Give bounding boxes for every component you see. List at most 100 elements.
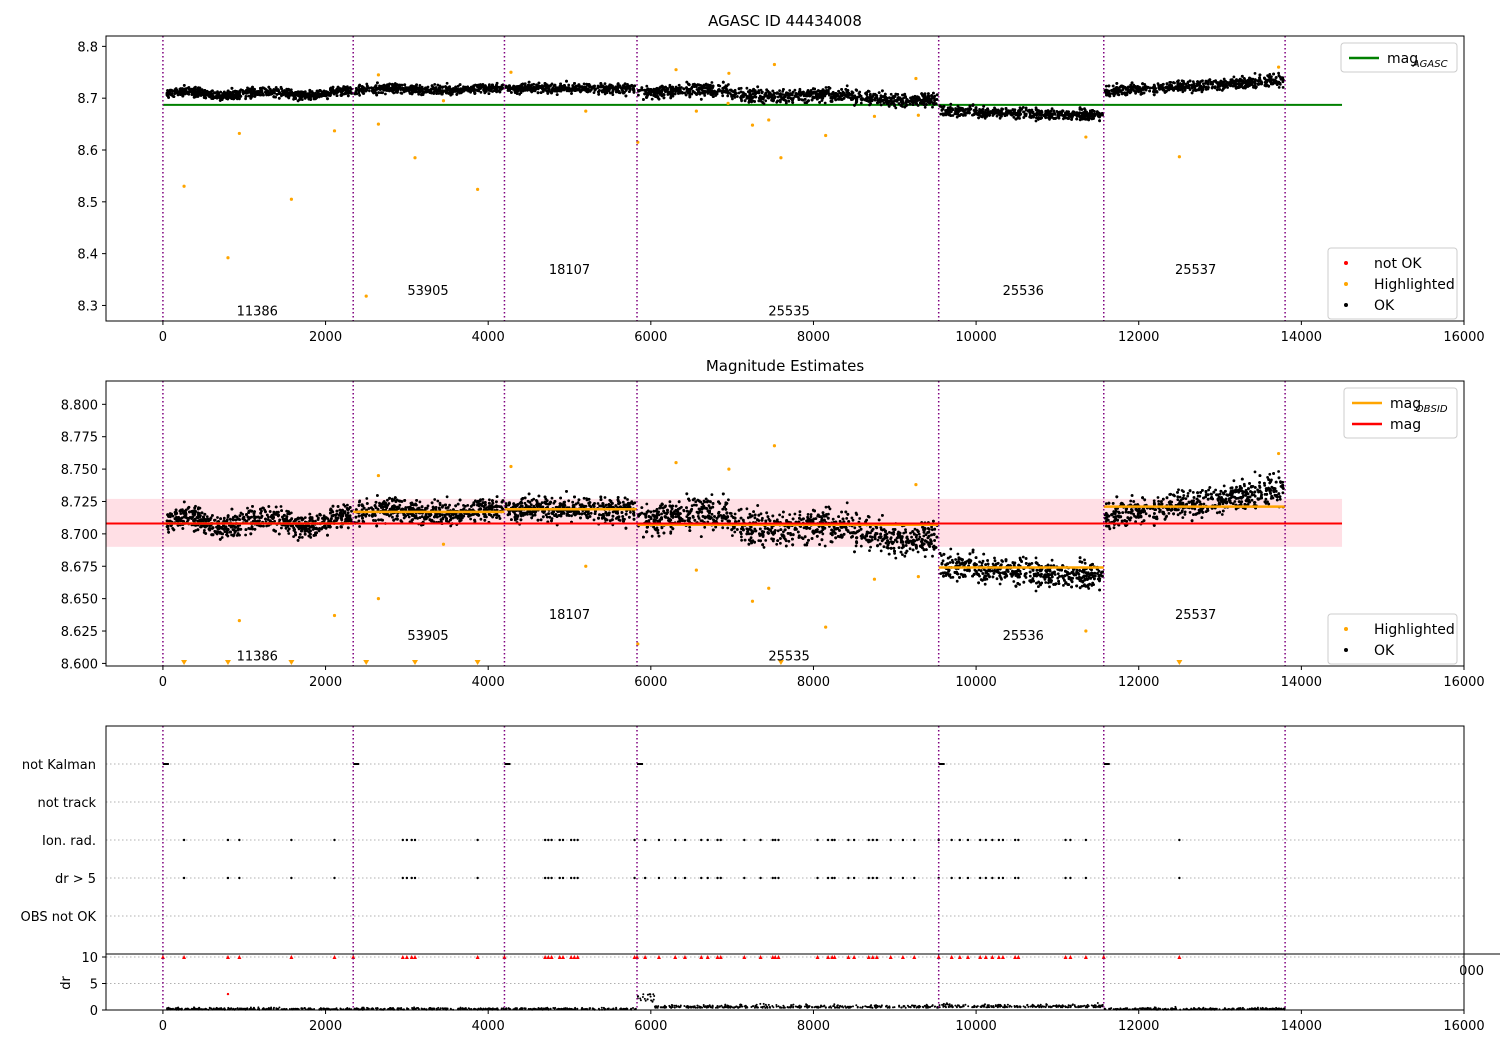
ok-point [377,91,381,94]
ok-point [1281,86,1285,89]
ok-point [955,115,959,119]
ok-point [555,93,559,96]
ok-point [836,97,840,101]
ok-point [726,94,730,98]
ok-point [845,84,849,88]
ok-point [1215,88,1219,92]
ok-point [971,103,975,106]
ok-point [882,101,886,105]
ok-point [484,85,487,88]
ok-point [1148,89,1151,93]
ok-point [1218,88,1222,91]
ok-point [1210,82,1213,85]
ok-point [1117,93,1121,97]
ok-point [823,101,827,105]
ok-point [603,82,607,85]
ok-point [253,87,256,91]
ok-point [418,84,422,87]
ok-point [1277,71,1280,75]
ok-point [756,85,760,89]
ok-point [827,92,831,96]
ok-point [887,104,891,108]
ok-point [698,92,702,96]
ok-point [1078,118,1082,122]
ok-point [524,85,528,89]
ok-point [940,108,944,112]
ok-point [1145,86,1149,90]
ok-point [889,92,893,96]
ok-point [743,99,747,103]
ok-point [355,92,359,96]
ok-point [735,95,739,98]
ok-point [696,89,700,93]
ok-point [1098,119,1101,123]
ok-point [479,90,483,94]
ok-point [399,91,403,95]
ok-point [1257,80,1260,83]
ok-point [358,93,361,97]
ok-point [603,92,607,96]
ok-point [562,88,566,92]
ok-point [1084,117,1088,121]
ok-point [1221,87,1225,91]
chart-title: AGASC ID 44434008 [708,12,862,30]
ok-point [855,89,859,92]
ok-point [326,97,329,101]
ok-point [853,103,856,107]
ok-point [1222,77,1226,81]
ok-point [995,114,999,118]
ok-point [1052,109,1056,113]
ok-point [466,85,470,89]
ok-point [368,89,371,93]
ok-point [691,83,695,86]
ok-point [978,108,981,111]
ok-point [951,108,955,111]
ok-point [801,98,805,102]
ok-point [931,105,934,109]
ok-point [1231,84,1235,88]
ok-point [1104,84,1108,88]
ok-point [797,98,801,101]
ok-point [733,96,737,99]
ok-point [1164,86,1167,89]
ok-point [764,99,768,103]
ok-point [701,89,705,93]
ok-point [904,96,908,99]
ok-point [1176,80,1179,83]
ok-point [247,94,251,98]
ok-point [169,92,172,96]
ok-point [899,104,903,107]
ok-point [752,92,755,96]
ok-point [788,89,792,92]
ok-point [949,105,952,109]
ok-point [547,88,550,92]
ok-point [894,106,898,110]
ok-point [567,83,571,87]
ok-point [510,91,513,94]
ok-point [181,94,185,98]
ok-point [1169,81,1172,84]
ok-point [565,79,568,83]
ok-point [881,89,884,93]
ok-point [870,95,874,99]
ok-point [934,102,938,105]
ok-point [820,99,824,102]
ok-point [1263,84,1267,87]
ok-point [809,89,813,92]
ok-point [1253,80,1257,83]
ok-point [1270,81,1274,85]
ok-point [1242,77,1246,80]
ok-point [916,104,920,107]
ok-point [837,89,840,93]
ok-point [1075,112,1079,115]
ok-point [923,105,927,109]
ok-point [532,82,536,86]
ok-point [918,101,922,105]
ok-point [932,91,935,95]
ok-point [1078,107,1082,111]
ok-point [781,93,785,96]
ok-point [527,80,531,84]
ok-point [598,85,602,89]
ok-point [745,86,749,90]
